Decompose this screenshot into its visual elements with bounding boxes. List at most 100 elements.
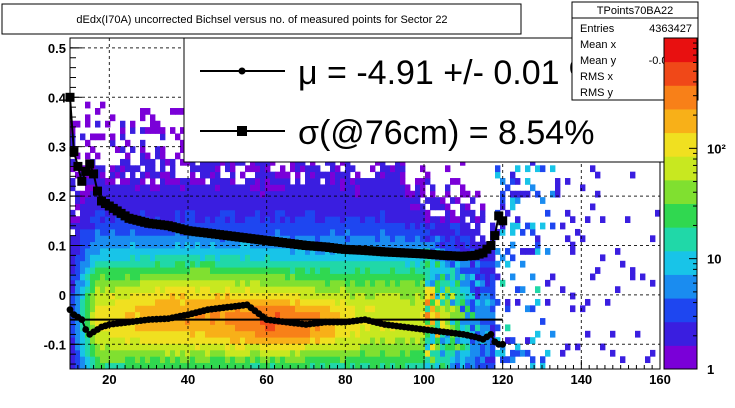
heatmap-cell — [350, 311, 356, 319]
heatmap-cell — [185, 184, 191, 192]
heatmap-cell — [315, 279, 321, 287]
heatmap-cell — [405, 216, 411, 223]
heatmap-cell — [470, 267, 476, 274]
heatmap-cell — [170, 184, 176, 192]
heatmap-cell — [430, 260, 436, 268]
heatmap-cell — [430, 235, 436, 243]
heatmap-cell — [320, 343, 326, 351]
heatmap-cell — [340, 216, 346, 223]
heatmap-cell — [105, 209, 111, 217]
heatmap-cell — [455, 324, 461, 332]
heatmap-cell — [260, 273, 266, 281]
heatmap-cell — [445, 286, 451, 294]
heatmap-cell — [490, 273, 496, 281]
heatmap-cell — [325, 362, 331, 370]
heatmap-cell — [120, 324, 126, 332]
heatmap-cell — [505, 260, 511, 268]
heatmap-cell — [490, 298, 496, 306]
heatmap-cell — [425, 197, 431, 204]
heatmap-cell — [155, 279, 161, 287]
heatmap-cell — [390, 311, 396, 319]
heatmap-cell — [545, 209, 551, 217]
heatmap-cell — [495, 324, 501, 332]
heatmap-cell — [415, 311, 421, 319]
heatmap-cell — [390, 203, 396, 211]
heatmap-cell — [450, 178, 456, 185]
heatmap-cell — [195, 203, 201, 211]
heatmap-cell — [150, 228, 156, 236]
heatmap-cell — [420, 178, 426, 185]
heatmap-cell — [110, 222, 116, 230]
heatmap-cell — [435, 279, 441, 287]
heatmap-cell — [445, 279, 451, 287]
heatmap-cell — [100, 349, 106, 357]
heatmap-cell — [475, 222, 481, 230]
heatmap-cell — [175, 216, 181, 223]
heatmap-cell — [180, 197, 186, 204]
sigma-point — [81, 166, 91, 176]
heatmap-cell — [445, 228, 451, 236]
heatmap-cell — [590, 203, 596, 211]
heatmap-cell — [290, 216, 296, 223]
heatmap-cell — [160, 292, 166, 300]
heatmap-cell — [265, 216, 271, 223]
heatmap-cell — [125, 343, 131, 351]
heatmap-cell — [535, 241, 541, 249]
heatmap-cell — [490, 286, 496, 294]
heatmap-cell — [345, 337, 351, 344]
heatmap-cell — [320, 311, 326, 319]
heatmap-cell — [105, 318, 111, 325]
heatmap-cell — [305, 178, 311, 185]
heatmap-cell — [400, 235, 406, 243]
heatmap-cell — [430, 305, 436, 313]
heatmap-cell — [340, 267, 346, 274]
heatmap-cell — [370, 260, 376, 268]
heatmap-cell — [385, 298, 391, 306]
heatmap-cell — [575, 228, 581, 236]
stats-row-value: 4363427 — [649, 23, 692, 35]
heatmap-cell — [360, 209, 366, 217]
heatmap-cell — [415, 279, 421, 287]
heatmap-cell — [510, 273, 516, 281]
heatmap-cell — [120, 127, 126, 134]
heatmap-cell — [285, 260, 291, 268]
heatmap-cell — [170, 260, 176, 268]
heatmap-cell — [420, 222, 426, 230]
heatmap-cell — [340, 362, 346, 370]
heatmap-cell — [555, 178, 561, 185]
color-scale-segment — [664, 156, 697, 181]
heatmap-cell — [330, 343, 336, 351]
heatmap-cell — [80, 356, 86, 364]
heatmap-cell — [140, 362, 146, 370]
heatmap-cell — [275, 324, 281, 332]
heatmap-cell — [200, 356, 206, 364]
heatmap-cell — [390, 209, 396, 217]
heatmap-cell — [90, 209, 96, 217]
heatmap-cell — [370, 267, 376, 274]
heatmap-cell — [165, 343, 171, 351]
heatmap-cell — [460, 337, 466, 344]
heatmap-cell — [455, 216, 461, 223]
heatmap-cell — [450, 228, 456, 236]
heatmap-cell — [480, 260, 486, 268]
heatmap-cell — [475, 190, 481, 198]
heatmap-cell — [300, 222, 306, 230]
heatmap-cell — [405, 197, 411, 204]
heatmap-cell — [270, 203, 276, 211]
heatmap-cell — [200, 235, 206, 243]
heatmap-cell — [330, 222, 336, 230]
heatmap-cell — [395, 222, 401, 230]
heatmap-cell — [200, 260, 206, 268]
heatmap-cell — [430, 356, 436, 364]
heatmap-cell — [105, 337, 111, 344]
heatmap-cell — [385, 209, 391, 217]
heatmap-cell — [245, 311, 251, 319]
heatmap-cell — [80, 216, 86, 223]
heatmap-cell — [240, 305, 246, 313]
heatmap-cell — [230, 190, 236, 198]
heatmap-cell — [155, 292, 161, 300]
heatmap-cell — [100, 235, 106, 243]
heatmap-cell — [345, 209, 351, 217]
heatmap-cell — [355, 235, 361, 243]
heatmap-cell — [250, 356, 256, 364]
